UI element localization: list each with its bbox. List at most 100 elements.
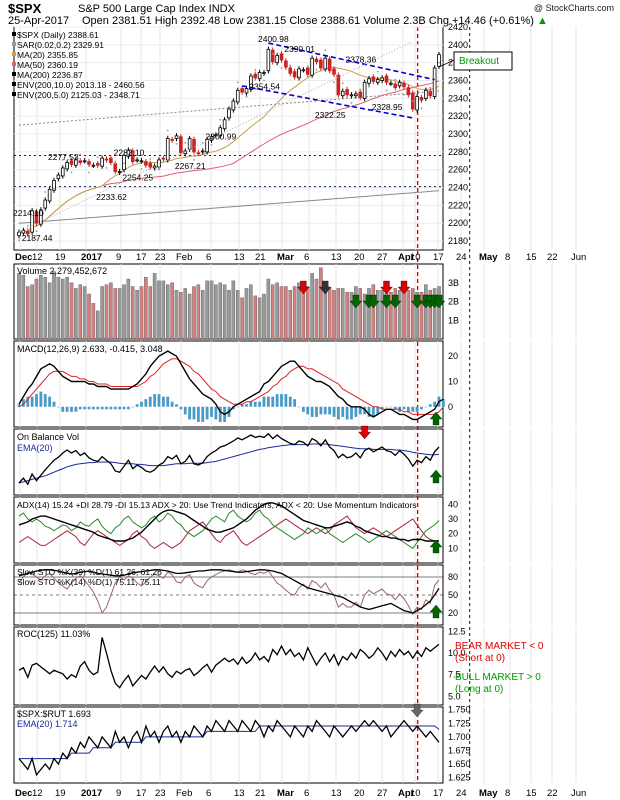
x-axis-label-bottom: 10 [410,788,421,799]
ratio-tick-label: 1.725 [448,718,471,728]
volume-bar [314,278,319,340]
macd-histogram-bar [358,406,362,415]
volume-bar [196,284,201,340]
legend-swatch [12,72,16,76]
price-tick-label: 2420 [448,22,468,32]
macd-histogram-bar [341,406,345,417]
candle-body [78,160,83,163]
x-axis-label: 2017 [81,252,102,263]
x-axis-label-bottom: 24 [456,788,467,799]
macd-histogram-bar [441,399,445,407]
volume-bar [34,278,39,340]
x-axis-label-bottom: Mar [277,788,294,799]
price-tick-label: 2240 [448,183,468,193]
volume-tick-label: 3B [448,278,459,288]
candle-body [275,55,279,64]
x-axis-label-bottom: 27 [377,788,388,799]
candle-body [406,87,411,96]
price-level-label: 2254.25 [122,172,153,182]
candle-body [60,167,65,177]
volume-bar [47,282,52,340]
sar-dot [131,152,134,155]
volume-bar [179,291,183,340]
volume-bar [406,290,411,340]
roc-market-note: BEAR MARKET < 0 [455,641,544,652]
candle-body [179,136,183,154]
panel-frame-ratio [13,706,444,784]
candle-body [148,163,153,168]
price-level-label: 2187.44 [22,233,53,243]
volume-bar [275,282,279,340]
volume-bar [380,290,384,340]
macd-histogram-bar [74,406,78,412]
candle-body [187,138,192,150]
volume-bar [30,284,34,340]
candle-body [235,89,240,103]
macd-histogram-bar [315,406,318,417]
sar-dot [403,93,405,96]
signal-down-arrow-icon [297,280,310,295]
volume-bar [17,273,21,340]
sar-dot [219,118,222,121]
candle-body [389,82,393,85]
macd-histogram-bar [293,399,297,407]
x-axis-label: Feb [176,252,192,263]
legend-swatch [12,32,16,36]
x-axis-label-bottom: 9 [116,788,121,799]
panel-frame-roc [13,626,444,706]
sar-dot [18,239,20,242]
sar-dot [114,162,117,165]
macd-histogram-bar [135,404,139,407]
candle-body [284,60,288,68]
volume-bar [161,280,166,340]
macd-histogram-bar [214,406,218,420]
x-axis-label-bottom: 6 [206,788,211,799]
volume-bar [61,278,65,340]
ratio-label: $SPX:$RUT 1.693 [17,709,91,719]
price-legend-item: ENV(200,5.0) 2125.03 - 2348.71 [17,90,140,100]
candle-body [65,162,69,170]
volume-bar [297,282,301,340]
macd-histogram-bar [39,391,43,407]
macd-histogram-bar [91,406,95,410]
sar-dot [411,100,414,102]
candle-body [161,157,166,160]
x-axis-label: 23 [155,252,166,263]
x-axis-label: May [479,252,498,263]
signal-green-arrow-icon [367,294,380,309]
macd-histogram-bar [201,406,205,422]
candle-body [349,94,354,97]
x-axis-label-bottom: 12 [32,788,43,799]
candle-body [52,180,56,191]
sar-dot [184,142,187,144]
candle-body [305,67,310,75]
plus-di-line [18,509,440,549]
legend-swatch [12,52,16,56]
sar-dot [385,89,388,92]
volume-bar [78,284,83,340]
x-axis-label: 9 [116,252,121,263]
price-level-label: 2277.53 [48,152,79,162]
x-axis-label: 12 [32,252,43,263]
x-axis-label-bottom: 17 [136,788,147,799]
candle-body [262,72,266,74]
macd-histogram-bar [284,394,288,407]
price-tick-label: 2260 [448,165,468,175]
volume-bar [113,288,118,340]
x-axis-label: Dec [15,252,32,263]
candle-body [249,75,253,90]
x-axis-label-bottom: 20 [354,788,365,799]
price-level-label: 2378.36 [346,55,377,65]
sar-dot [394,78,397,81]
candle-body [345,89,349,96]
sar-dot [70,171,73,174]
volume-bar [170,282,174,340]
macd-histogram-bar [240,404,244,407]
candle-body [135,159,139,162]
roc-line [18,637,440,689]
adx-tick-label: 20 [448,529,458,539]
candle-body [288,67,293,74]
price-level-label: 2400.98 [258,34,289,44]
trendline-upper [268,42,435,81]
